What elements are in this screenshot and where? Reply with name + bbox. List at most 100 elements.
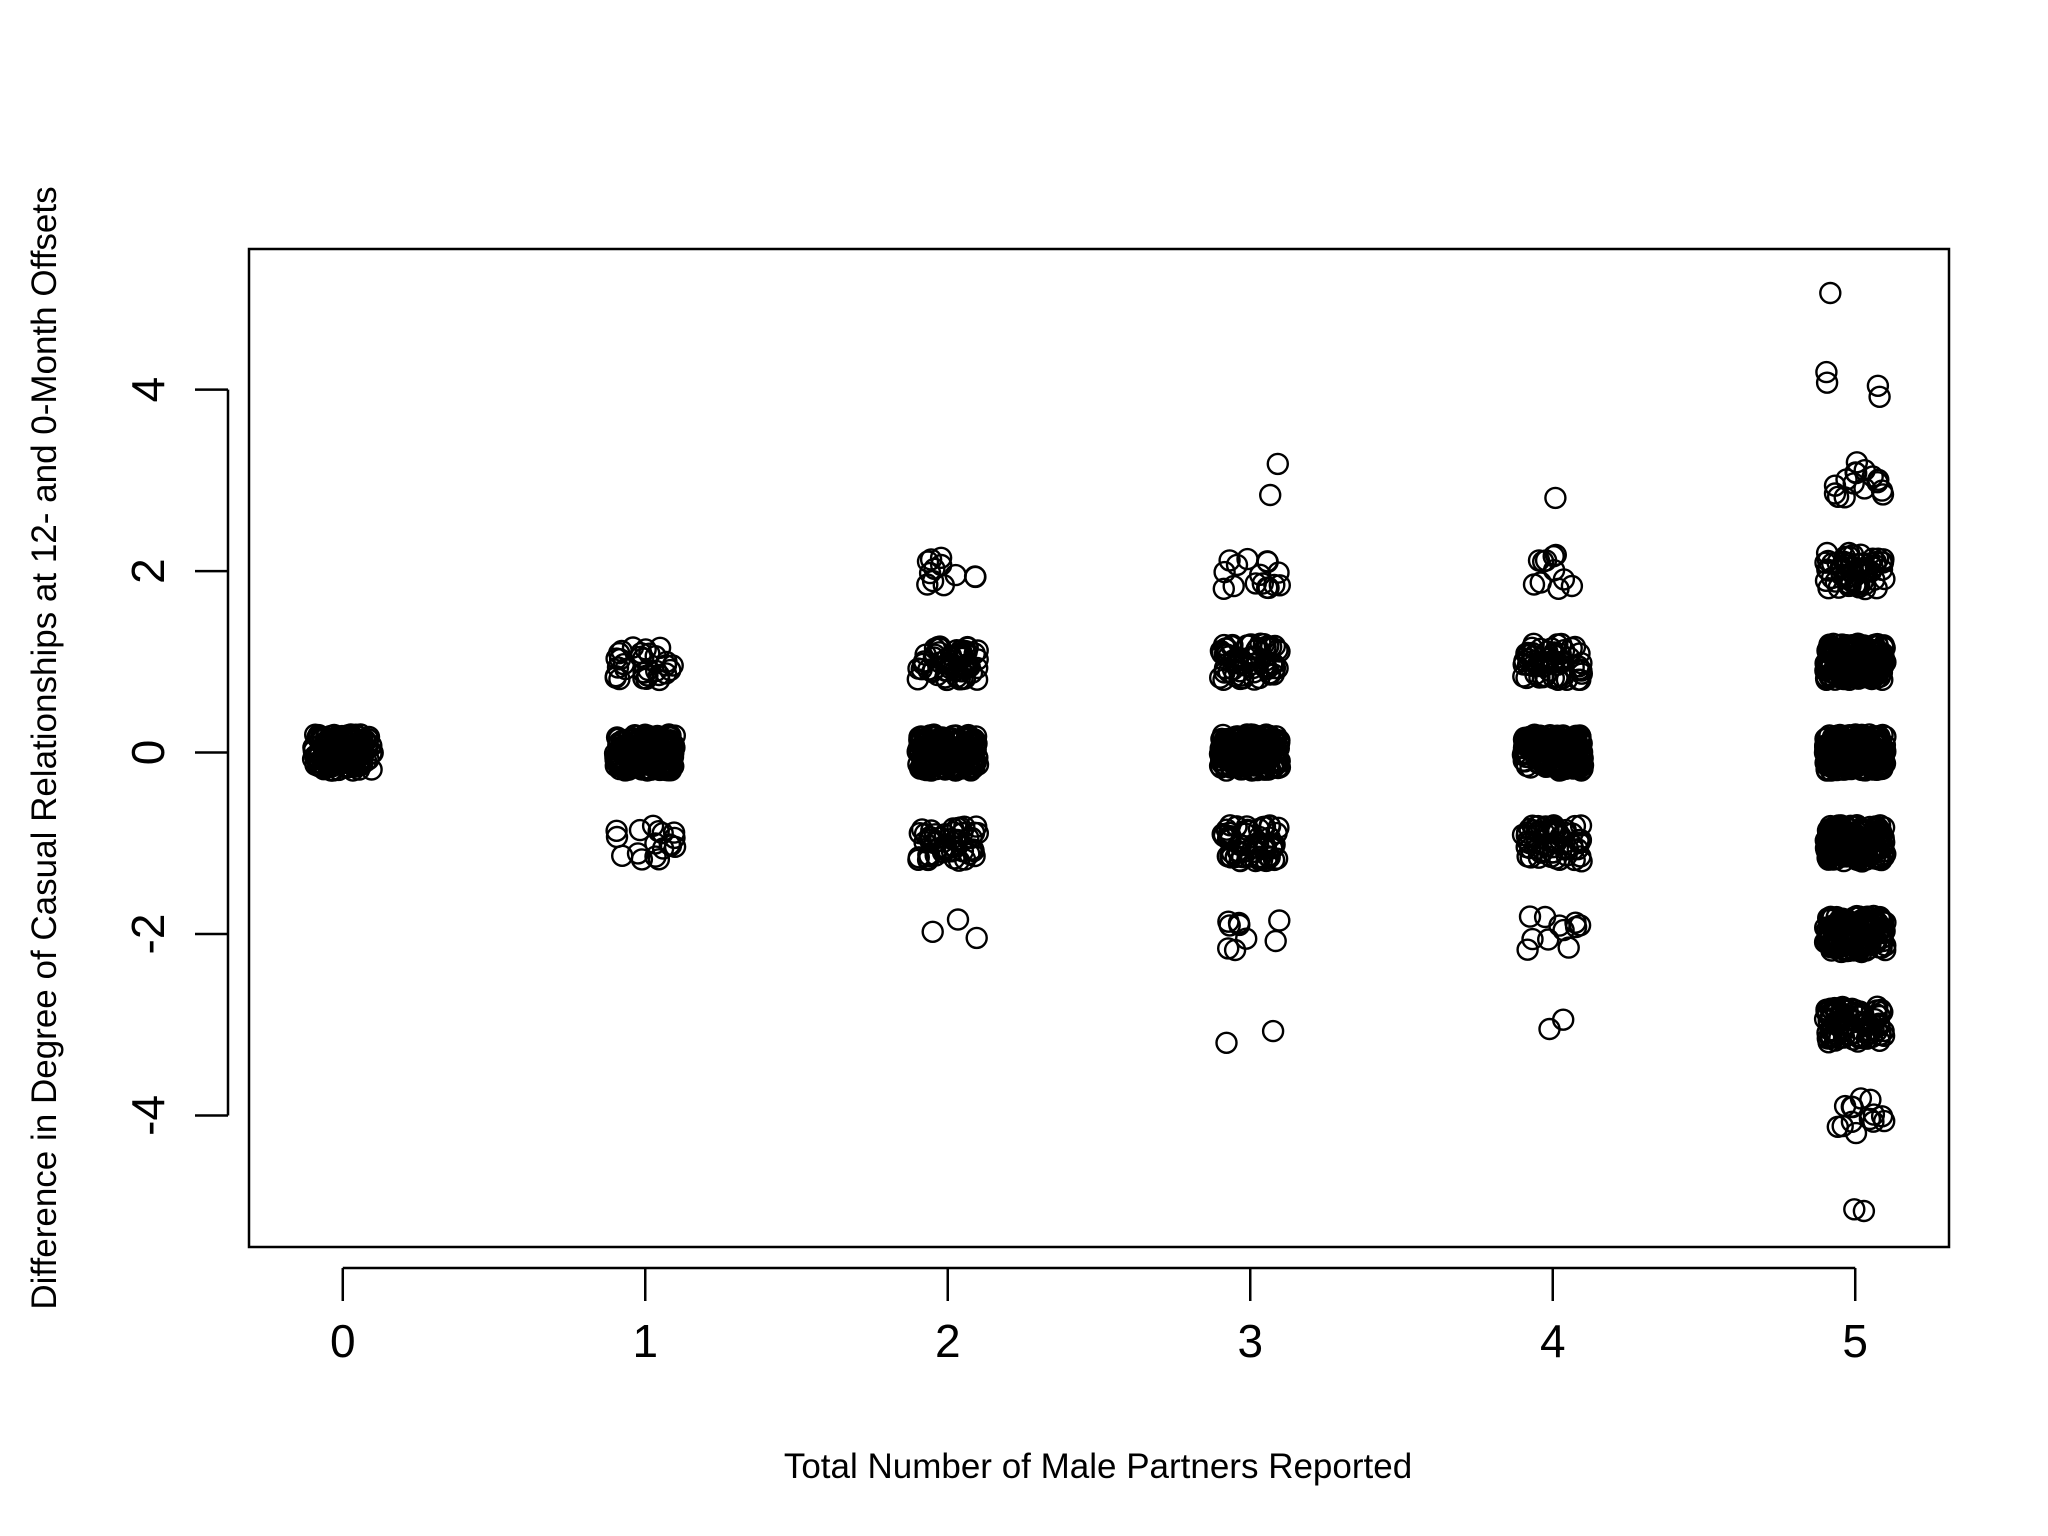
data-point (931, 727, 954, 750)
data-point (1225, 553, 1249, 577)
data-point (956, 756, 979, 780)
y-tick-label: -4 (122, 1095, 174, 1136)
data-point (1211, 746, 1235, 769)
data-point (1225, 815, 1248, 838)
x-tick-label: 3 (1237, 1315, 1263, 1367)
data-points (301, 281, 1897, 1223)
data-point (1215, 1031, 1238, 1055)
x-axis-title: Total Number of Male Partners Reported (784, 1447, 1412, 1486)
data-point (963, 565, 987, 588)
data-point (1551, 666, 1575, 690)
data-point (1826, 1115, 1850, 1139)
data-point (1845, 635, 1868, 658)
y-axis: -4 -2 0 2 4 (122, 377, 230, 1136)
data-point (1231, 667, 1255, 690)
data-point (1552, 918, 1575, 942)
data-point (1261, 1019, 1285, 1043)
data-point (1832, 849, 1855, 873)
data-point (1217, 910, 1240, 933)
data-point (910, 818, 934, 841)
data-point (1567, 655, 1590, 678)
data-point (1830, 940, 1853, 964)
data-point (1823, 482, 1847, 505)
data-point (1521, 927, 1544, 951)
data-point (1518, 905, 1542, 928)
data-point (661, 654, 684, 677)
data-point (659, 834, 683, 857)
data-point (1263, 656, 1287, 680)
data-point (1824, 841, 1848, 864)
data-point (304, 753, 327, 776)
data-point (1268, 909, 1291, 932)
data-point (919, 548, 943, 571)
data-point (928, 635, 952, 658)
data-point (1252, 837, 1276, 861)
data-point (1851, 571, 1874, 594)
data-point (1815, 371, 1839, 394)
data-point (321, 759, 344, 782)
data-point (626, 842, 650, 865)
data-point (1223, 938, 1247, 962)
x-tick-label: 5 (1842, 1315, 1868, 1367)
data-point (932, 752, 955, 775)
data-point (911, 752, 934, 775)
y-tick-label: 2 (122, 558, 174, 584)
data-point (1849, 1002, 1873, 1025)
data-point (1865, 999, 1889, 1022)
data-point (352, 741, 376, 764)
y-tick-label: 4 (122, 377, 174, 403)
data-point (644, 757, 668, 780)
data-point (1815, 726, 1839, 749)
data-point (1222, 574, 1245, 598)
data-point (1823, 996, 1846, 1020)
data-point (1228, 734, 1251, 757)
data-point (966, 753, 990, 776)
data-point (916, 573, 939, 596)
data-point (1822, 1022, 1846, 1045)
x-tick-label: 4 (1540, 1315, 1566, 1367)
data-point (1853, 840, 1877, 863)
data-point (1829, 814, 1853, 837)
data-point (1868, 385, 1891, 408)
data-point (1214, 736, 1237, 759)
data-point (929, 546, 953, 569)
data-point (965, 926, 988, 950)
data-point (639, 731, 662, 754)
data-point (360, 735, 383, 758)
data-point (1525, 832, 1549, 855)
data-point (1843, 565, 1867, 588)
data-point (318, 750, 342, 773)
y-axis-title: Difference in Degree of Casual Relations… (25, 186, 64, 1309)
data-point (1258, 483, 1282, 507)
data-point (1831, 913, 1855, 936)
data-point (1240, 759, 1264, 782)
data-point (605, 819, 628, 842)
data-point (1819, 1026, 1842, 1050)
data-point (1547, 736, 1570, 759)
data-point (1861, 547, 1885, 570)
data-point (1533, 905, 1557, 929)
data-point (1561, 834, 1584, 857)
data-point (1845, 451, 1869, 474)
data-point (1538, 1017, 1561, 1041)
data-point (1856, 831, 1880, 854)
data-point (1816, 558, 1839, 581)
data-point (644, 845, 667, 868)
data-point (1268, 574, 1292, 597)
data-point (1244, 572, 1268, 595)
data-point (1862, 1110, 1885, 1133)
data-point (1212, 577, 1236, 600)
data-point (1866, 756, 1890, 779)
data-point (628, 818, 652, 842)
data-point (349, 738, 373, 761)
data-point (1536, 640, 1559, 663)
data-point (630, 848, 654, 871)
data-point (1859, 1088, 1882, 1112)
data-point (954, 734, 978, 757)
plot-frame (247, 247, 1951, 1249)
data-point (605, 726, 629, 749)
data-point (1540, 815, 1564, 839)
data-point (1237, 819, 1261, 843)
data-point (1843, 1198, 1866, 1221)
data-point (1255, 576, 1279, 599)
